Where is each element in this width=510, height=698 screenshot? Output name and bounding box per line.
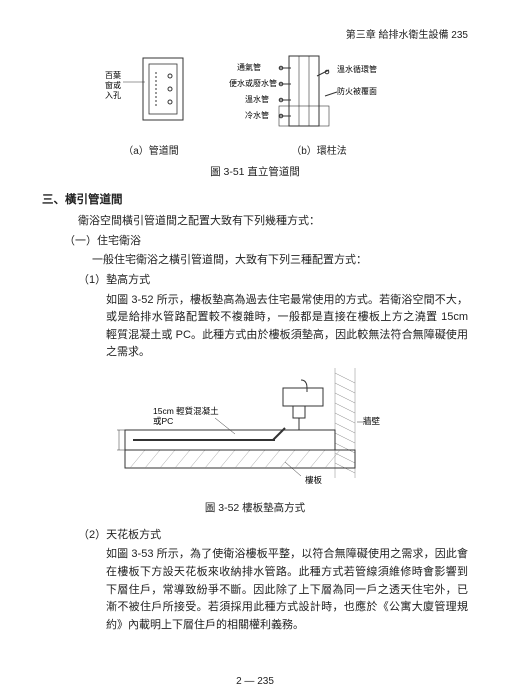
label-pc: 15cm 輕質混凝土 xyxy=(153,406,219,416)
label-louver2: 窗或 xyxy=(105,80,121,90)
label-louver1: 百葉 xyxy=(105,70,121,80)
method-1-p: 如圖 3-52 所示，樓板墊高為過去住宅最常使用的方式。若衛浴空間不大，或是給排… xyxy=(106,292,468,362)
sub-1-p: 一般住宅衛浴之橫引管道間，大致有下列三種配置方式： xyxy=(92,252,468,270)
label-vent: 通氣管 xyxy=(237,62,261,72)
figure-3-51: 百葉 窗或 入孔 （a）管道間 通氣管 便水或廢水管 溫水管 xyxy=(42,52,468,160)
label-cold: 冷水管 xyxy=(245,110,269,120)
fig-352-caption: 圖 3-52 樓板墊高方式 xyxy=(42,500,468,517)
footer-text: 2 — 235 xyxy=(236,676,274,687)
label-circ: 溫水循環管 xyxy=(337,64,377,74)
fig-351b-svg: 通氣管 便水或廢水管 溫水管 冷水管 溫水循環管 防火被覆面 xyxy=(229,52,409,144)
fig-351a-sub: （a）管道間 xyxy=(123,144,179,160)
page-header: 第三章 給排水衛生設備 235 xyxy=(42,28,468,44)
page-footer: 2 — 235 xyxy=(0,674,510,690)
sub-1-title: （一）住宅衛浴 xyxy=(64,233,468,251)
fig-351b-sub: （b）環柱法 xyxy=(291,144,347,160)
label-hot: 溫水管 xyxy=(245,94,269,104)
method-2-p: 如圖 3-53 所示，為了使衛浴樓板平整，以符合無障礙使用之需求，因此會在樓板下… xyxy=(106,546,468,634)
label-fire: 防火被覆面 xyxy=(337,86,377,96)
method-1-title: （1）墊高方式 xyxy=(78,272,468,290)
label-slab: 樓板 xyxy=(305,475,323,485)
figure-3-52: 15cm 輕質混凝土 或PC 牆壁 樓板 xyxy=(42,368,468,498)
section-3-title: 三、橫引管道間 xyxy=(42,191,468,209)
chapter-label: 第三章 給排水衛生設備 235 xyxy=(346,30,468,41)
fig-351-caption: 圖 3-51 直立管道間 xyxy=(42,164,468,181)
label-wall: 牆壁 xyxy=(363,416,381,426)
label-louver3: 入孔 xyxy=(105,91,121,100)
fig-351a-svg: 百葉 窗或 入孔 xyxy=(101,52,201,144)
label-pc2: 或PC xyxy=(153,416,173,426)
label-waste: 便水或廢水管 xyxy=(229,78,277,88)
section-3-p1: 衛浴空間橫引管道間之配置大致有下列幾種方式： xyxy=(78,213,468,231)
method-2-title: （2）天花板方式 xyxy=(78,527,468,545)
